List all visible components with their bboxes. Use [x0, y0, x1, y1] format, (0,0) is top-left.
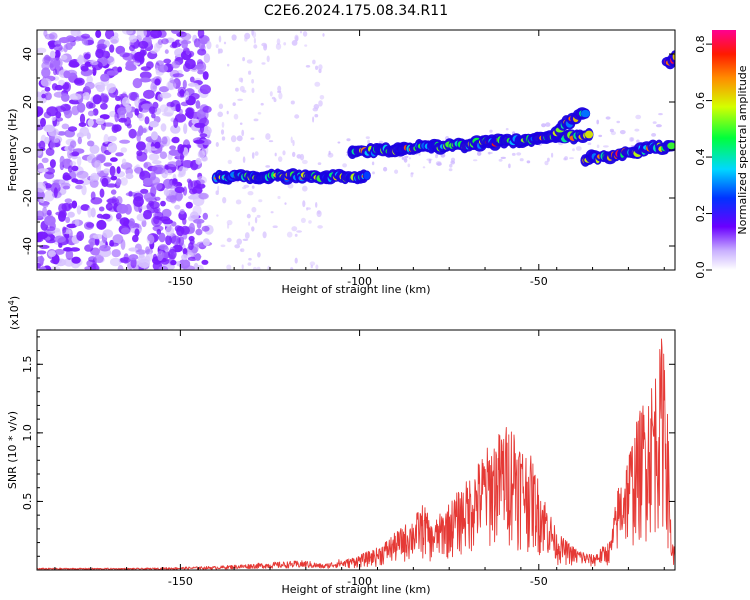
- spectrogram-trace-a: [211, 168, 371, 185]
- spectrogram-x-tick-label: -50: [530, 275, 548, 288]
- spectrogram-axes: -150 -100 -50 -40 -20 0 20 40: [21, 29, 675, 288]
- spectrogram-y-tick-label: 0: [21, 147, 34, 154]
- chart-title: C2E6.2024.175.08.34.R11: [264, 3, 448, 19]
- colorbar-tick-label: 0.8: [694, 35, 707, 53]
- spectrogram-y-tick-label: -40: [21, 237, 34, 255]
- spectrogram-y-tick-label: 20: [21, 95, 34, 109]
- spectrogram-plot-area: [37, 30, 675, 270]
- snr-x-tick-label: -150: [168, 575, 193, 588]
- snr-y-label: SNR (10 * v/v): [6, 411, 19, 489]
- snr-plot-area: [37, 338, 675, 570]
- spectrogram-x-tick-label: -100: [347, 275, 372, 288]
- colorbar-axis: 0.0 0.2 0.4 0.6 0.8: [694, 35, 712, 279]
- spectrogram-x-label: Height of straight line (km): [281, 283, 430, 296]
- snr-y-tick-label: 1.0: [21, 424, 34, 442]
- spectrogram-x-tick-label: -150: [168, 275, 193, 288]
- snr-x-tick-label: -100: [347, 575, 372, 588]
- spectrogram-trace-b: [347, 128, 594, 159]
- spectrogram-trace-d: [580, 139, 675, 167]
- snr-y-tick-label: 1.5: [21, 356, 34, 374]
- snr-y-tick-label: 0.5: [21, 493, 34, 511]
- colorbar-tick-label: 0.0: [694, 261, 707, 279]
- spectrogram-y-tick-label: -20: [21, 189, 34, 207]
- colorbar-gradient: [712, 30, 736, 270]
- spectrogram-noise-region: [37, 30, 663, 270]
- snr-y-multiplier: (x104): [7, 296, 21, 330]
- colorbar-tick-label: 0.2: [694, 205, 707, 223]
- spectrogram-trace-c: [550, 107, 591, 140]
- snr-series-line: [37, 338, 675, 570]
- colorbar-tick-label: 0.6: [694, 92, 707, 110]
- snr-x-tick-label: -50: [530, 575, 548, 588]
- spectrogram-panel: -150 -100 -50 -40 -20 0 20 40 Height of straigh…: [6, 29, 676, 296]
- spectrogram-y-label: Frequency (Hz): [6, 109, 19, 192]
- spectrogram-y-tick-label: 40: [21, 47, 34, 61]
- snr-frame: [36, 329, 676, 571]
- colorbar-tick-label: 0.4: [694, 148, 707, 166]
- colorbar-label: Normalized spectral amplitude: [736, 65, 749, 234]
- colorbar: 0.0 0.2 0.4 0.6 0.8 Normalized spectral ampl…: [694, 30, 749, 279]
- snr-x-label: Height of straight line (km): [281, 583, 430, 596]
- snr-panel: -150 -100 -50 0.5 1.0 1.5 Height of straight …: [6, 296, 676, 596]
- snr-axes: -150 -100 -50 0.5 1.0 1.5: [21, 330, 675, 588]
- spectrogram-trace-e: [661, 50, 675, 70]
